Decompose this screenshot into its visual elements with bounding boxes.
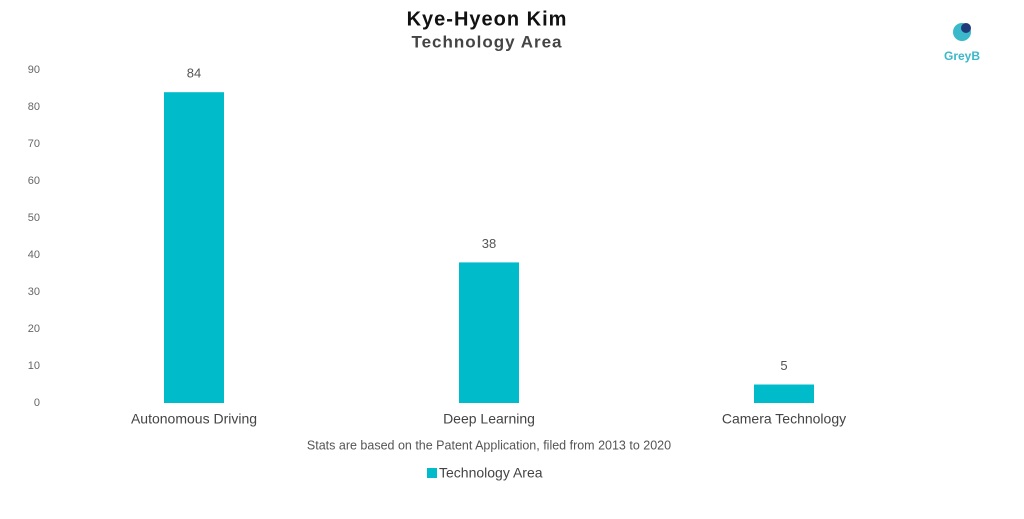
y-tick-label: 60 [28,175,40,187]
bar [164,92,224,403]
logo-text: GreyB [944,49,980,63]
chart-subtitle: Technology Area [411,32,562,51]
y-tick-label: 0 [34,397,40,409]
bar [754,384,814,403]
value-label: 84 [187,66,201,81]
x-tick-label: Autonomous Driving [131,411,257,427]
y-tick-label: 50 [28,212,40,224]
x-tick-label: Camera Technology [722,411,846,427]
chart-title: Kye-Hyeon Kim [407,8,568,30]
y-tick-label: 40 [28,249,40,261]
y-tick-label: 10 [28,360,40,372]
value-label: 5 [780,358,787,373]
bar [459,262,519,403]
y-tick-label: 30 [28,286,40,298]
legend-label: Technology Area [439,465,543,481]
legend-swatch [427,468,437,478]
logo-dot [961,23,971,33]
y-tick-label: 90 [28,64,40,76]
footnote: Stats are based on the Patent Applicatio… [307,438,671,452]
y-tick-label: 70 [28,138,40,150]
y-tick-label: 80 [28,101,40,113]
logo-icon [953,23,971,41]
x-tick-label: Deep Learning [443,411,535,427]
value-label: 38 [482,236,496,251]
y-tick-label: 20 [28,323,40,335]
